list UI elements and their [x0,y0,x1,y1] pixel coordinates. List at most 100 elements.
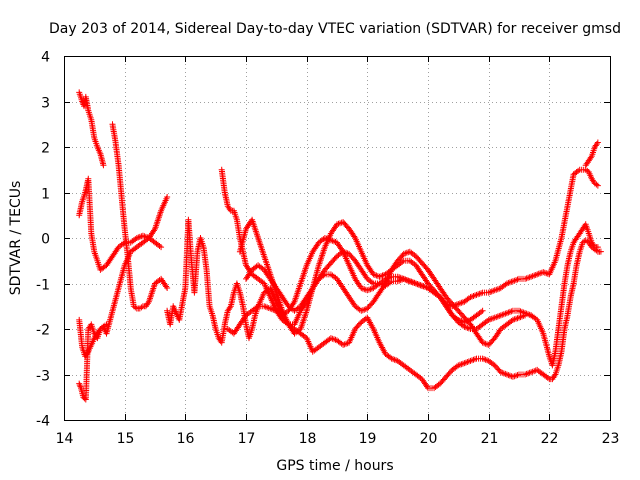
data-point-run [503,318,515,328]
data-point-run [479,318,491,328]
data-point-run [82,350,91,360]
data-point-run [555,305,565,332]
data-point-run [297,309,310,332]
data-point-run [412,371,424,381]
data-point-run [197,235,206,249]
data-point-run [158,195,170,214]
data-point-run [558,327,568,355]
data-point-run [364,275,375,286]
x-tick-label: 22 [541,431,559,447]
data-point-run [115,264,128,292]
data-point-run [546,259,558,278]
data-point-run [218,323,228,346]
data-point-run [412,262,424,276]
data-point-run [582,237,591,245]
data-markers [76,89,604,403]
data-point-run [227,207,236,214]
data-point-run [491,327,503,342]
data-point-run [352,257,364,272]
data-point-run [516,371,526,378]
data-point-run [485,336,497,348]
data-point-run [76,89,85,103]
data-point [164,194,171,201]
x-tick-label: 21 [481,431,499,447]
y-tick-label: -3 [36,369,50,385]
data-point-run [552,236,564,264]
y-tick-label: -1 [36,278,50,294]
data-point-run [479,355,491,364]
x-tick-label: 16 [177,431,195,447]
data-point-run [233,216,243,240]
y-tick-label: 3 [41,96,50,112]
series-track-j [236,216,486,337]
data-point-run [528,312,539,322]
data-point-run [145,235,157,245]
data-point-run [406,257,418,268]
data-point-run [118,194,128,231]
data-point-run [418,376,430,390]
data-point-run [376,339,388,356]
data-point [594,182,601,189]
data-point-run [509,307,520,314]
data-point-run [540,330,552,358]
data-point-run [516,307,527,316]
data-point-run [388,263,400,273]
data-point-run [585,154,594,164]
data-point-run [130,303,139,311]
data-point-run [364,262,376,276]
data-point-run [418,260,430,272]
data-point-run [303,335,315,353]
data-point-run [570,264,580,287]
data-point-run [370,280,381,287]
data-point-run [540,269,551,277]
chart-title: Day 203 of 2014, Sidereal Day-to-day VTE… [49,21,621,37]
data-point [594,139,601,146]
data-point-run [133,240,145,251]
data-point-run [425,280,436,292]
data-point [479,307,486,314]
data-point-run [85,336,97,355]
data-point-run [85,323,94,332]
data-point-run [370,281,381,292]
grid-lines [64,56,610,420]
data-point-run [455,307,467,320]
data-point-run [585,169,594,181]
data-point-run [358,266,370,281]
x-tick-label: 15 [117,431,135,447]
x-tick-label: 18 [299,431,317,447]
data-point-run [431,287,442,299]
x-tick-label: 17 [238,431,256,447]
data-point-run [491,362,503,374]
data-point-run [127,245,139,255]
data-point [103,321,110,328]
series-track-b [109,121,171,312]
data-point-run [340,219,351,231]
data-point-run [591,180,600,188]
data-point-run [582,166,591,174]
data-point-run [570,236,579,246]
data-point-run [437,285,449,299]
data-point-run [279,294,291,308]
data-point-run [449,312,460,322]
data-point-run [279,307,291,326]
data-point-run [334,275,346,290]
data-point-run [370,271,381,280]
data-point-run [97,263,108,273]
data-point-run [88,116,97,140]
data-point-run [485,287,497,296]
data-point-run [394,357,406,368]
data-point-run [418,282,430,291]
data-point-run [591,141,600,150]
data-point-run [382,268,394,278]
data-point-run [497,322,509,332]
data-point-run [321,261,333,273]
data-point-run [91,248,100,262]
data-point-run [467,321,479,335]
data-point-run [309,264,322,292]
data-point-run [243,308,254,319]
data-point-run [185,216,195,262]
data-point-run [579,222,588,232]
data-point-run [558,282,568,310]
data-point-run [346,225,358,240]
